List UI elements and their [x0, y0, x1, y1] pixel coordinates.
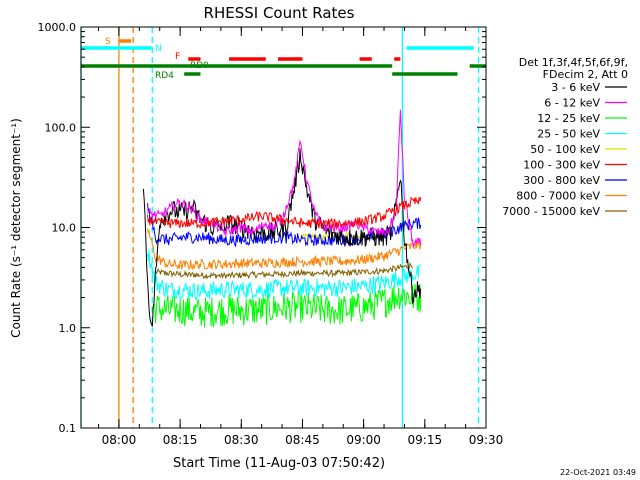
legend-entry-label: 25 - 50 keV — [537, 128, 600, 141]
series-line-800-7000kev — [147, 228, 422, 271]
flag-label-n: N — [155, 44, 162, 54]
y-tick-label: 100.0 — [45, 121, 77, 134]
legend-entry-label: 12 - 25 keV — [537, 112, 600, 125]
series-line-300-800kev — [147, 203, 422, 248]
x-tick-label: 09:00 — [346, 433, 381, 447]
legend-entry-label: 50 - 100 keV — [530, 143, 600, 156]
x-tick-label: 09:30 — [469, 433, 504, 447]
y-tick-label: 10.0 — [52, 222, 77, 235]
series-line-25-50kev — [147, 249, 422, 301]
data-series — [142, 109, 422, 328]
y-tick-label: 0.1 — [59, 422, 77, 435]
x-tick-label: 09:15 — [408, 433, 443, 447]
legend: Det 1f,3f,4f,5f,6f,9f,FDecim 2, Att 03 -… — [502, 56, 628, 218]
legend-entry-label: 100 - 300 keV — [523, 159, 600, 172]
legend-header-line: FDecim 2, Att 0 — [543, 68, 628, 81]
flag-label-s: S — [105, 37, 111, 47]
legend-header-line: Det 1f,3f,4f,5f,6f,9f, — [519, 56, 628, 69]
flag-bars: S N F RD0 RD4 — [81, 37, 486, 81]
series-line-7000-15000kev — [155, 261, 414, 280]
series-line-6-12kev — [147, 109, 422, 248]
flag-label-f: F — [175, 52, 180, 62]
series-line-100-300kev — [147, 196, 422, 229]
x-tick-label: 08:45 — [285, 433, 320, 447]
timestamp: 22-Oct-2021 03:49 — [560, 468, 636, 477]
x-axis-label: Start Time (11-Aug-03 07:50:42) — [173, 456, 385, 471]
series-line-12-25kev — [151, 283, 422, 328]
x-tick-label: 08:30 — [224, 433, 259, 447]
y-tick-label: 1000.0 — [38, 21, 77, 34]
x-tick-label: 08:15 — [163, 433, 198, 447]
legend-entry-label: 800 - 7000 keV — [516, 190, 600, 203]
legend-entry-label: 6 - 12 keV — [544, 97, 600, 110]
y-tick-label: 1.0 — [59, 322, 77, 335]
axes: 0.1 1.0 10.0 100.0 1000.0 08:00 08:15 08:30 08:4… — [38, 21, 504, 447]
chart-title: RHESSI Count Rates — [204, 4, 355, 22]
flag-label-rd4: RD4 — [155, 71, 174, 81]
x-tick-label: 08:00 — [102, 433, 137, 447]
flag-label-rd0: RD0 — [190, 61, 209, 71]
legend-entry-label: 3 - 6 keV — [551, 81, 600, 94]
y-axis-label: Count Rate (s⁻¹ detector segment⁻¹) — [9, 118, 23, 338]
legend-entry-label: 7000 - 15000 keV — [502, 205, 600, 218]
legend-entry-label: 300 - 800 keV — [523, 174, 600, 187]
